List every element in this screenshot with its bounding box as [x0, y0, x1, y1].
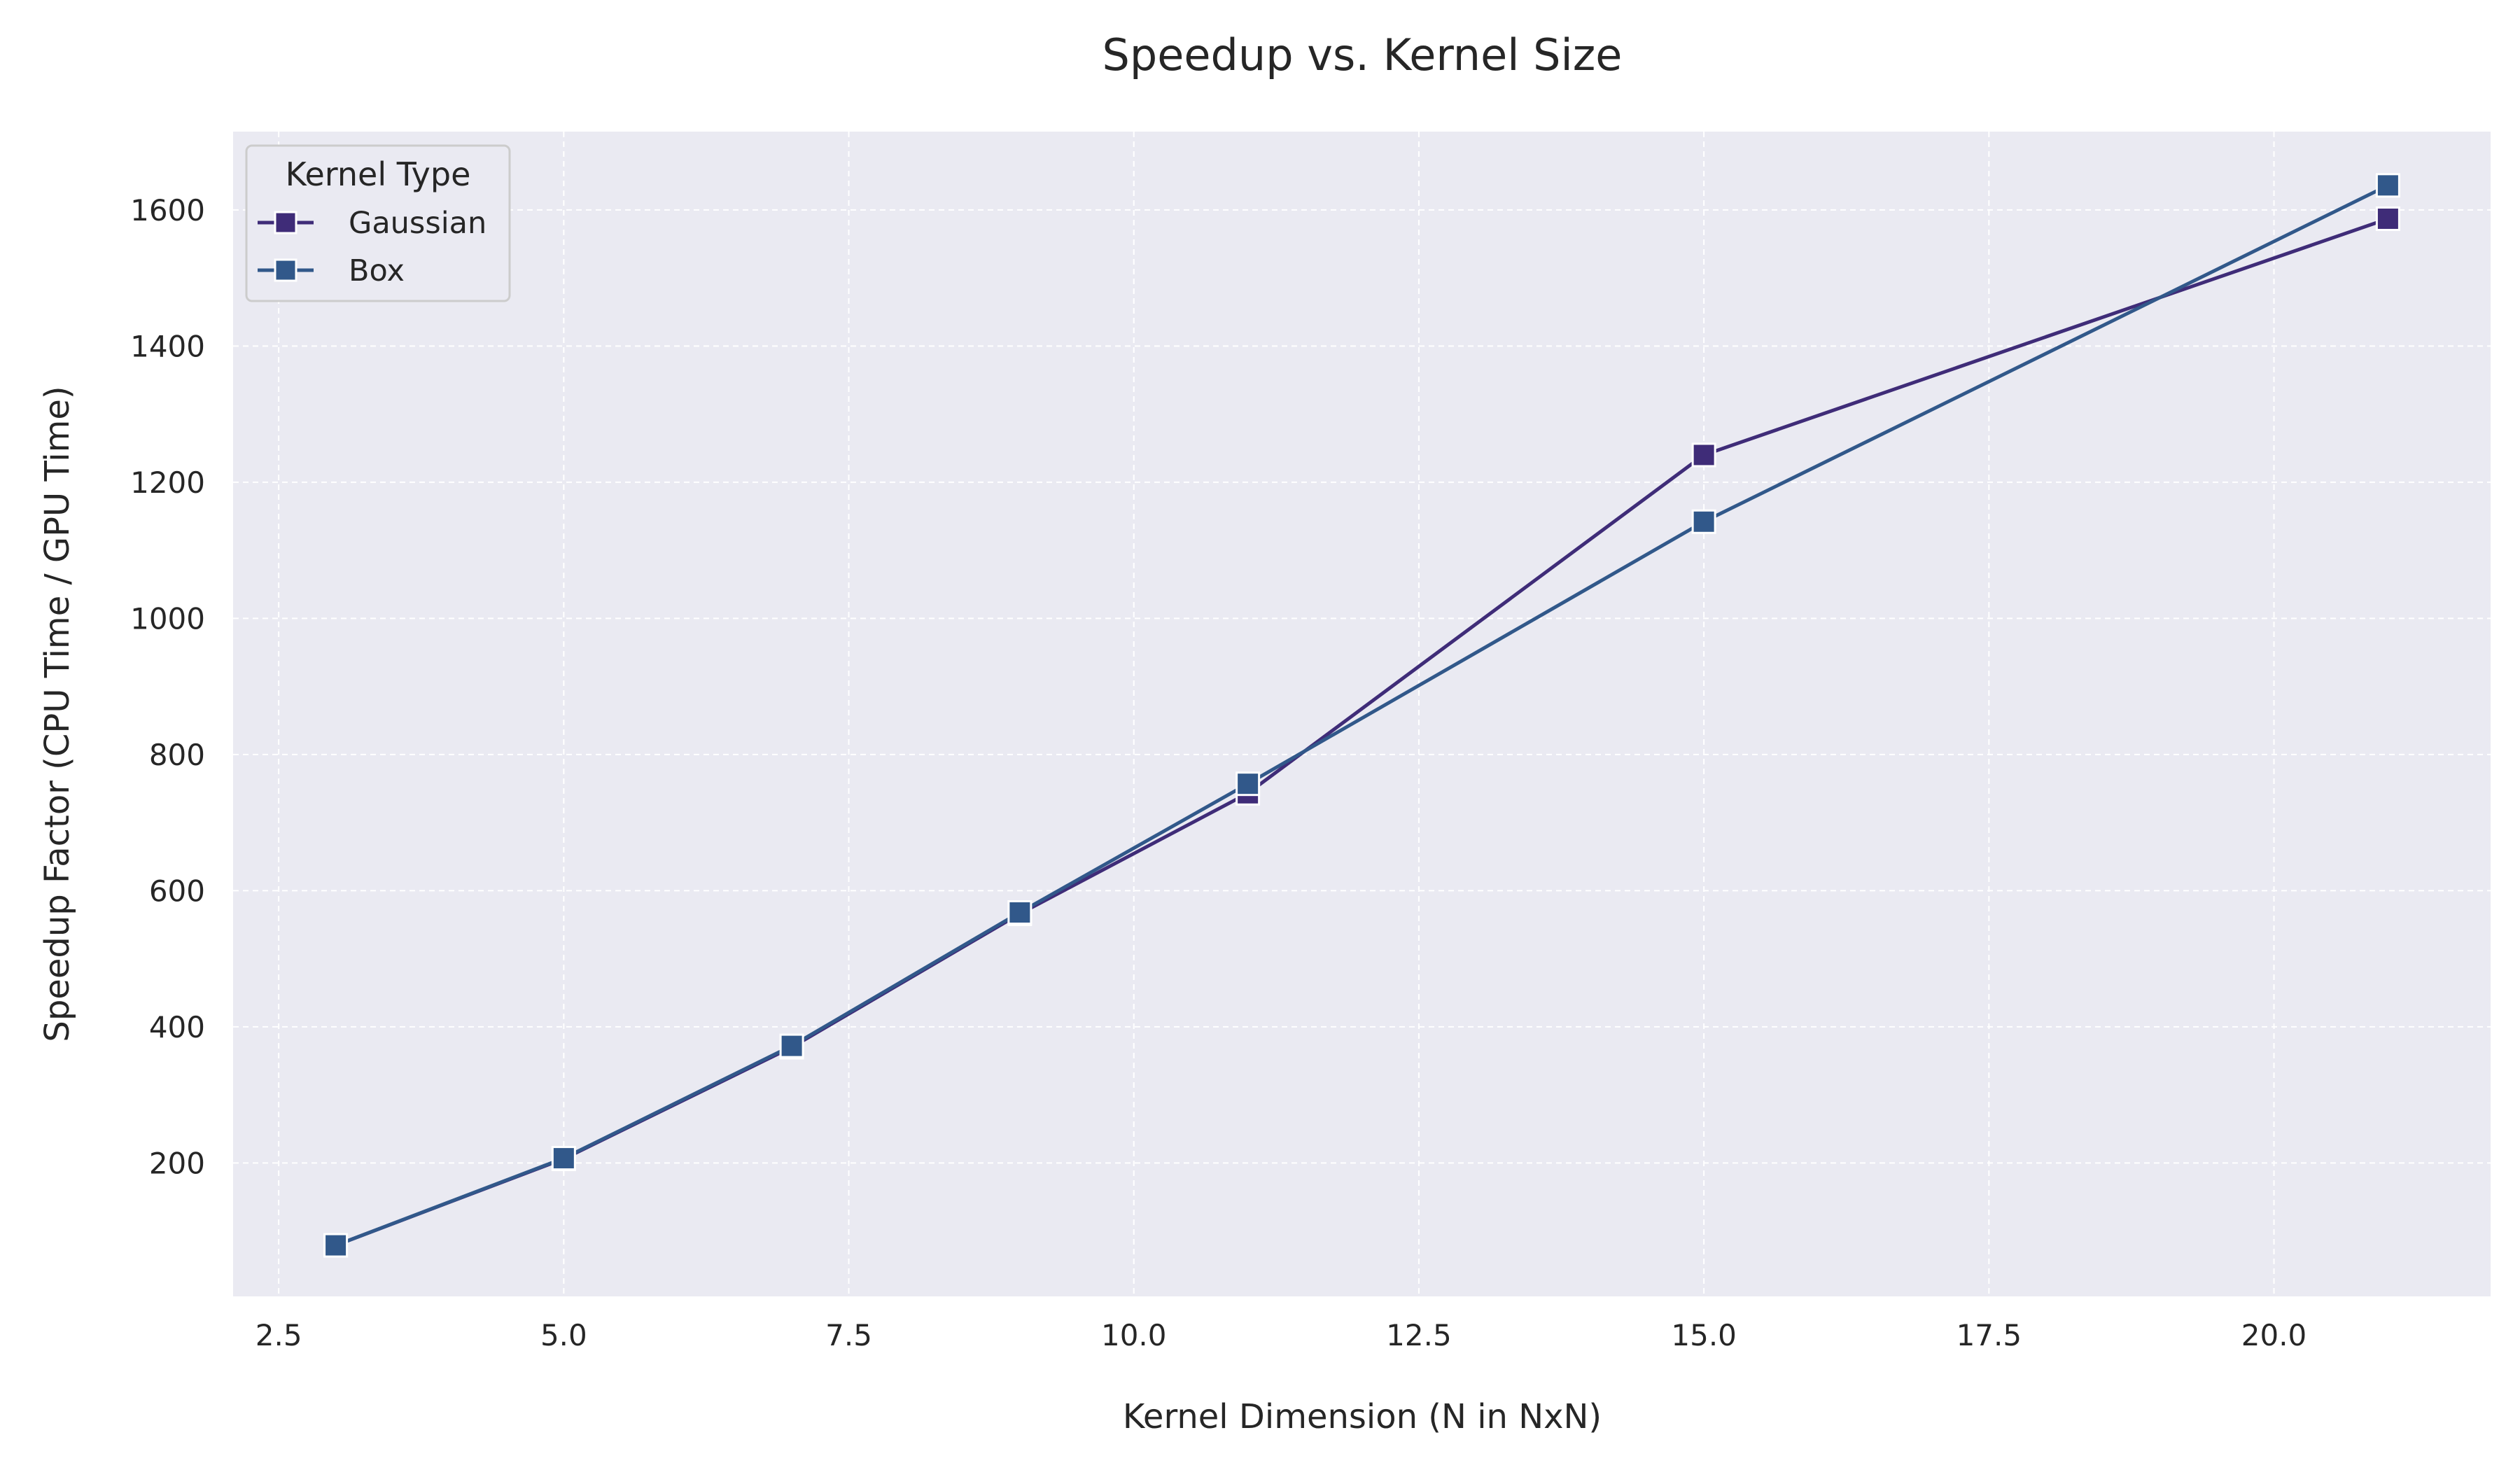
legend-marker — [274, 258, 298, 282]
y-tick-label: 1200 — [130, 465, 205, 500]
y-axis-label: Speedup Factor (CPU Time / GPU Time) — [38, 386, 77, 1042]
x-tick-label: 17.5 — [1956, 1318, 2022, 1352]
y-tick-label: 1600 — [130, 193, 205, 227]
data-point-box — [323, 1233, 349, 1258]
y-tick-label: 200 — [149, 1146, 205, 1180]
data-point-box — [1691, 509, 1716, 534]
data-point-box — [2375, 173, 2400, 198]
chart-title: Speedup vs. Kernel Size — [1102, 29, 1623, 80]
legend-title: Kernel Type — [286, 155, 471, 193]
y-tick-label: 1000 — [130, 601, 205, 636]
series-layer — [323, 173, 2400, 1258]
y-tick-label: 400 — [149, 1010, 205, 1044]
legend-label: Box — [349, 253, 405, 288]
x-axis-ticks: 2.5 5.0 7.5 10.0 12.5 15.0 17.5 20.0 — [255, 1318, 2307, 1352]
data-point-box — [1236, 771, 1261, 797]
x-axis-label: Kernel Dimension (N in NxN) — [1123, 1397, 1602, 1436]
x-tick-label: 20.0 — [2241, 1318, 2307, 1352]
y-tick-label: 1400 — [130, 329, 205, 363]
plot-area — [233, 132, 2491, 1296]
legend-item-gaussian: Gaussian — [258, 206, 486, 241]
x-tick-label: 7.5 — [825, 1318, 872, 1352]
data-point-gaussian — [1691, 442, 1716, 468]
x-tick-label: 12.5 — [1386, 1318, 1452, 1352]
data-point-box — [779, 1033, 804, 1058]
y-tick-label: 600 — [149, 874, 205, 908]
x-tick-label: 15.0 — [1671, 1318, 1737, 1352]
x-tick-label: 5.0 — [540, 1318, 587, 1352]
x-tick-label: 10.0 — [1101, 1318, 1167, 1352]
legend-box — [245, 144, 511, 302]
data-point-box — [1007, 899, 1032, 925]
series-box — [323, 173, 2400, 1258]
data-point-gaussian — [2375, 206, 2400, 231]
legend: Kernel Type Gaussian Box — [245, 144, 511, 302]
y-tick-label: 800 — [149, 738, 205, 772]
grid — [233, 132, 2491, 1296]
data-point-box — [551, 1146, 576, 1171]
x-tick-label: 2.5 — [255, 1318, 302, 1352]
legend-marker — [274, 211, 298, 234]
y-axis-ticks: 200 400 600 800 1000 1200 1400 1600 — [130, 193, 205, 1181]
legend-item-box: Box — [258, 253, 405, 288]
legend-label: Gaussian — [349, 206, 486, 241]
